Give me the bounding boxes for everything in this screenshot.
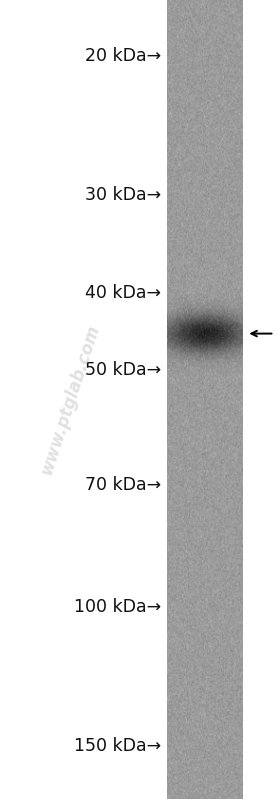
Text: 70 kDa→: 70 kDa→ <box>85 476 161 494</box>
Text: www.ptglab.com: www.ptglab.com <box>37 322 103 477</box>
Text: 40 kDa→: 40 kDa→ <box>85 284 161 302</box>
Text: 100 kDa→: 100 kDa→ <box>74 598 161 616</box>
Text: 20 kDa→: 20 kDa→ <box>85 46 161 65</box>
Text: 50 kDa→: 50 kDa→ <box>85 360 161 379</box>
Text: 30 kDa→: 30 kDa→ <box>85 185 161 204</box>
Text: 150 kDa→: 150 kDa→ <box>74 737 161 755</box>
